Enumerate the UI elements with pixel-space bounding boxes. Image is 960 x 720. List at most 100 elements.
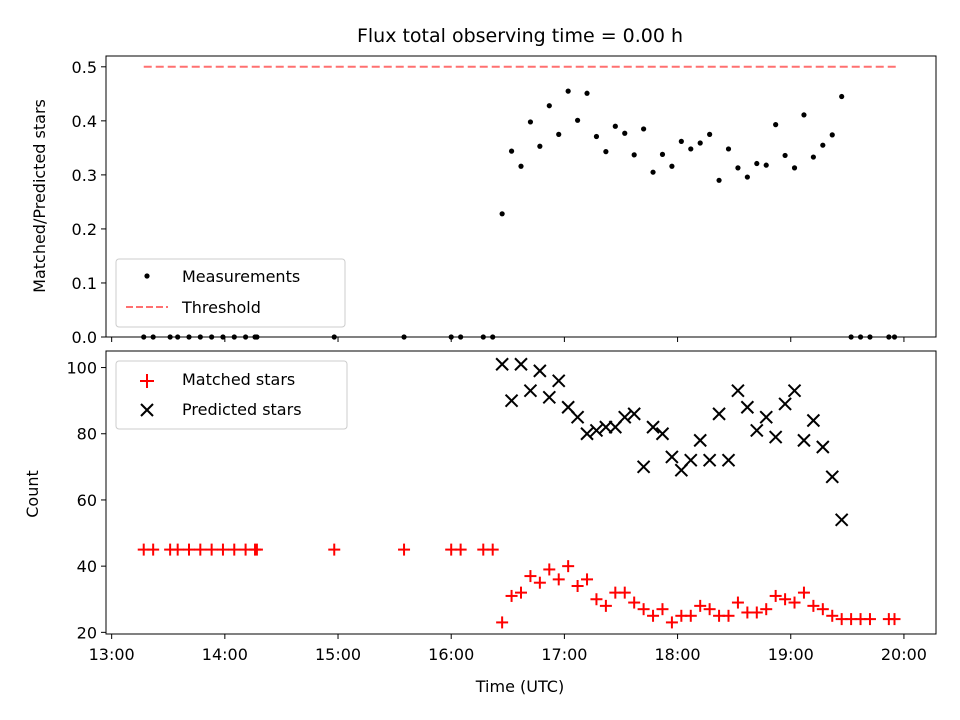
matched-star-point bbox=[454, 543, 467, 556]
matched-star-point bbox=[703, 603, 716, 616]
matched-star-point bbox=[826, 609, 839, 622]
matched-star-point bbox=[731, 596, 744, 609]
matched-star-point bbox=[779, 593, 792, 606]
matched-star-point bbox=[496, 616, 509, 629]
matched-star-point bbox=[147, 543, 160, 556]
measurement-point bbox=[697, 140, 703, 146]
predicted-star-point bbox=[655, 427, 670, 441]
measurement-point bbox=[801, 112, 807, 118]
legend-measurements-label: Measurements bbox=[182, 267, 300, 286]
matched-star-point bbox=[505, 589, 518, 602]
matched-star-point bbox=[216, 543, 229, 556]
matched-star-point bbox=[515, 586, 527, 599]
legend-threshold-label: Threshold bbox=[181, 298, 261, 317]
bottom-y-tick-label: 80 bbox=[77, 425, 97, 444]
top-x-ticks bbox=[111, 337, 905, 342]
measurement-point bbox=[754, 160, 760, 167]
predicted-stars-points bbox=[495, 357, 849, 527]
bottom-x-tick-label: 19:00 bbox=[768, 645, 814, 664]
measurement-point bbox=[565, 88, 571, 94]
matched-star-point bbox=[486, 543, 499, 556]
bottom-x-tick-label: 15:00 bbox=[315, 645, 361, 664]
measurement-point bbox=[810, 154, 816, 160]
predicted-star-point bbox=[580, 427, 594, 441]
matched-star-point bbox=[562, 560, 575, 573]
bottom-y-tick-label: 100 bbox=[66, 359, 97, 378]
matched-star-point bbox=[665, 616, 678, 629]
predicted-star-point bbox=[618, 410, 632, 424]
top-legend: Measurements Threshold bbox=[115, 258, 346, 328]
legend-predicted-marker bbox=[140, 403, 154, 417]
chart-title: Flux total observing time = 0.00 h bbox=[357, 25, 683, 47]
measurement-point bbox=[631, 152, 637, 158]
bottom-x-tick-label: 18:00 bbox=[655, 645, 701, 664]
top-legend-box bbox=[115, 258, 346, 328]
predicted-star-point bbox=[523, 384, 538, 398]
measurement-point bbox=[622, 130, 628, 136]
predicted-star-point bbox=[693, 433, 707, 448]
matched-star-point bbox=[769, 589, 782, 602]
matched-star-point bbox=[524, 570, 537, 583]
measurement-point bbox=[641, 126, 647, 132]
measurement-point bbox=[584, 90, 590, 96]
matched-star-point bbox=[571, 580, 584, 593]
top-y-tick-label: 0.1 bbox=[72, 274, 97, 293]
matched-star-point bbox=[228, 543, 241, 556]
measurement-point bbox=[593, 133, 600, 140]
matched-star-point bbox=[628, 596, 641, 609]
matched-star-point bbox=[788, 596, 801, 609]
bottom-x-tick-label: 14:00 bbox=[202, 645, 248, 664]
measurement-point bbox=[603, 149, 609, 155]
bottom-y-tick-label: 60 bbox=[77, 491, 97, 510]
measurement-point bbox=[716, 177, 722, 183]
measurement-point bbox=[773, 122, 779, 128]
measurement-point bbox=[707, 131, 713, 137]
matched-star-point bbox=[183, 543, 195, 556]
matched-star-point bbox=[533, 576, 546, 589]
matched-star-point bbox=[328, 543, 341, 556]
bottom-x-tick-label: 16:00 bbox=[428, 645, 474, 664]
measurement-point bbox=[546, 103, 552, 109]
predicted-star-point bbox=[825, 470, 839, 484]
predicted-star-point bbox=[816, 440, 830, 454]
matched-star-point bbox=[647, 609, 660, 622]
bottom-legend-box bbox=[115, 360, 348, 430]
predicted-star-point bbox=[552, 374, 566, 388]
matched-star-point bbox=[888, 613, 901, 626]
legend-matched-label: Matched stars bbox=[182, 370, 295, 389]
measurement-point bbox=[829, 132, 835, 138]
measurement-point bbox=[556, 131, 562, 137]
predicted-star-point bbox=[721, 453, 736, 467]
bottom-panel: 20 40 60 80 100 13:00 14:00 15:00 16:00 17:00 18:… bbox=[23, 350, 937, 696]
matched-star-point bbox=[552, 573, 565, 586]
matched-star-point bbox=[637, 603, 650, 616]
predicted-star-point bbox=[514, 357, 528, 371]
legend-matched-marker bbox=[140, 374, 154, 388]
matched-star-point bbox=[398, 543, 411, 556]
matched-star-point bbox=[750, 606, 763, 619]
matched-star-point bbox=[250, 543, 263, 556]
measurement-point bbox=[678, 138, 684, 144]
matched-star-point bbox=[543, 563, 556, 576]
top-y-ticks: 0.0 0.1 0.2 0.3 0.4 0.5 bbox=[72, 58, 106, 347]
predicted-star-point bbox=[589, 423, 604, 438]
predicted-star-point bbox=[684, 453, 698, 467]
matched-star-point bbox=[807, 599, 820, 612]
measurement-point bbox=[735, 165, 741, 171]
measurement-point bbox=[650, 169, 656, 175]
measurement-point bbox=[763, 162, 769, 168]
predicted-star-point bbox=[787, 384, 802, 398]
matched-star-point bbox=[694, 599, 707, 612]
predicted-star-point bbox=[759, 410, 773, 424]
matched-star-point bbox=[684, 609, 697, 622]
top-y-axis-label: Matched/Predicted stars bbox=[30, 99, 49, 293]
bottom-y-ticks: 20 40 60 80 100 bbox=[66, 359, 106, 642]
measurement-points bbox=[141, 88, 898, 340]
measurement-point bbox=[782, 152, 788, 159]
bottom-axes-frame bbox=[105, 350, 937, 635]
predicted-star-point bbox=[712, 407, 726, 421]
matched-star-point bbox=[722, 609, 735, 622]
predicted-star-point bbox=[740, 400, 755, 414]
matched-star-point bbox=[171, 543, 184, 556]
